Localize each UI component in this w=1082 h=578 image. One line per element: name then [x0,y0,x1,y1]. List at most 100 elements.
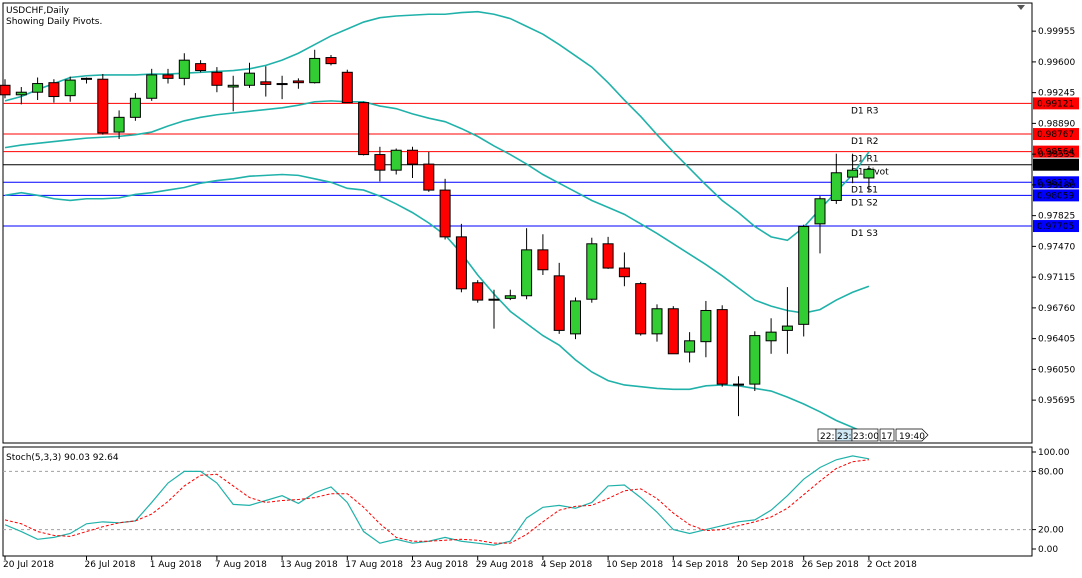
candle-body [407,149,418,165]
stochastic-panel: 100.00 80.00 20.00 0.00 [3,448,1070,555]
candle-body [292,80,304,84]
candle-body [602,243,614,269]
time-tick-label: 20 Jul 2018 [3,560,54,570]
time-tick-label: 7 Aug 2018 [215,560,267,570]
candle-body [553,275,565,331]
time-tick-label: 1 Aug 2018 [150,560,202,570]
bollinger-upper [4,10,870,242]
pivot-label: D1 S2 [851,198,878,208]
timer-text-1: 22: [820,432,834,442]
pivot-tag-label: 0.97705 [1037,222,1074,232]
bollinger-lower [4,173,870,436]
candle-body [504,295,516,299]
candle-body [146,74,158,99]
time-tick-label: 10 Sep 2018 [606,560,663,570]
stoch-k-line [4,455,870,546]
pivot-label: D1 R2 [851,137,879,147]
symbol-label: USDCHF,Daily [6,6,70,16]
candle-body [260,81,272,85]
bollinger-middle [4,100,870,314]
candle-body [195,63,207,72]
candle-body [15,91,27,96]
stoch-d-line [4,459,869,544]
candle-body [0,84,11,96]
stoch-tick-label: 0.00 [1038,545,1058,555]
time-tick-label: 26 Jul 2018 [85,560,136,570]
pivot-tag-label: 0.98059 [1037,191,1074,201]
candle-body [814,198,826,225]
candle-body [716,309,728,385]
time-axis: 20 Jul 2018 26 Jul 2018 1 Aug 2018 7 Aug 20… [3,556,917,570]
time-tick-label: 2 Oct 2018 [867,560,917,570]
stoch-label: Stoch(5,3,3) 90.03 92.64 [6,453,119,463]
candle-body [847,169,859,178]
pivot-tag [1033,176,1079,189]
candle-body [537,249,549,271]
time-tick-label: 14 Sep 2018 [671,560,728,570]
candle-body [276,83,288,86]
candle-body [325,57,337,65]
candle-body [48,82,60,98]
candle-body [358,102,370,156]
timer-text-5: 19:40 [899,432,925,442]
candles [0,49,875,417]
timer-box-4 [879,428,895,442]
candle-body [374,154,386,171]
pivot-tag [1033,220,1079,233]
candle-body [781,325,793,331]
price-tick-label: 0.98890 [1038,119,1075,129]
timer-text-4: 17 [881,432,892,442]
bollinger-bands [4,10,870,436]
stoch-tick-label: 80.00 [1038,467,1064,477]
pivot-tag-label: 0.98210 [1037,178,1074,188]
price-tick-label: 0.97115 [1038,273,1075,283]
time-tick-label: 13 Aug 2018 [280,560,338,570]
candle-body [651,308,663,335]
pivot-tag-label: 0.98413 [1037,161,1074,171]
candle-body [684,340,696,353]
candle-body [64,79,76,97]
pivot-tag [1033,97,1079,110]
price-axis: 0.99955 0.99600 0.99245 0.98890 0.98535 0.981… [1032,27,1075,406]
candle-body [341,71,353,104]
timer-box-5 [895,428,929,442]
price-tick-label: 0.96050 [1038,365,1075,375]
pivot-tag-label: 0.99121 [1037,99,1074,109]
pivot-label: D1 R3 [851,106,879,116]
time-tick-label: 23 Aug 2018 [411,560,469,570]
candle-body [423,163,435,191]
timer-text-2: 23: [837,432,851,442]
candle-body [798,225,810,325]
pivot-tag [1033,189,1079,202]
pivot-tag-label: 0.98767 [1037,130,1074,140]
timer-boxes: 22: 23: 23:00 17 19:40 [817,428,929,442]
pivot-label: D1 S3 [851,229,878,239]
time-tick-label: 4 Sep 2018 [541,560,593,570]
pivot-tag-label: 0.98564 [1037,148,1074,158]
candle-body [129,97,141,118]
candle-body [455,236,467,290]
chart-shift-icon[interactable] [1017,5,1025,10]
candle-body [749,335,761,385]
candle-body [521,249,533,297]
candle-body [309,57,321,84]
candle-body [32,83,44,93]
stoch-panel-frame [2,446,1033,557]
time-tick-label: 17 Aug 2018 [345,560,403,570]
stoch-tick-label: 100.00 [1038,448,1070,458]
pivot-tag [1033,158,1079,171]
timer-box-3 [851,428,879,442]
candle-body [178,59,190,79]
stoch-tick-label: 20.00 [1038,526,1064,536]
candle-body [733,383,744,386]
candle-body [162,74,174,79]
candle-body [635,283,647,335]
price-tick-label: 0.99955 [1038,27,1075,37]
candle-body [570,300,581,335]
candle-body [472,282,484,301]
price-tick-label: 0.99245 [1038,89,1075,99]
time-tick-label: 29 Aug 2018 [476,560,534,570]
candle-body [211,71,223,86]
candle-body [488,298,500,301]
price-tick-label: 0.95695 [1038,396,1075,406]
